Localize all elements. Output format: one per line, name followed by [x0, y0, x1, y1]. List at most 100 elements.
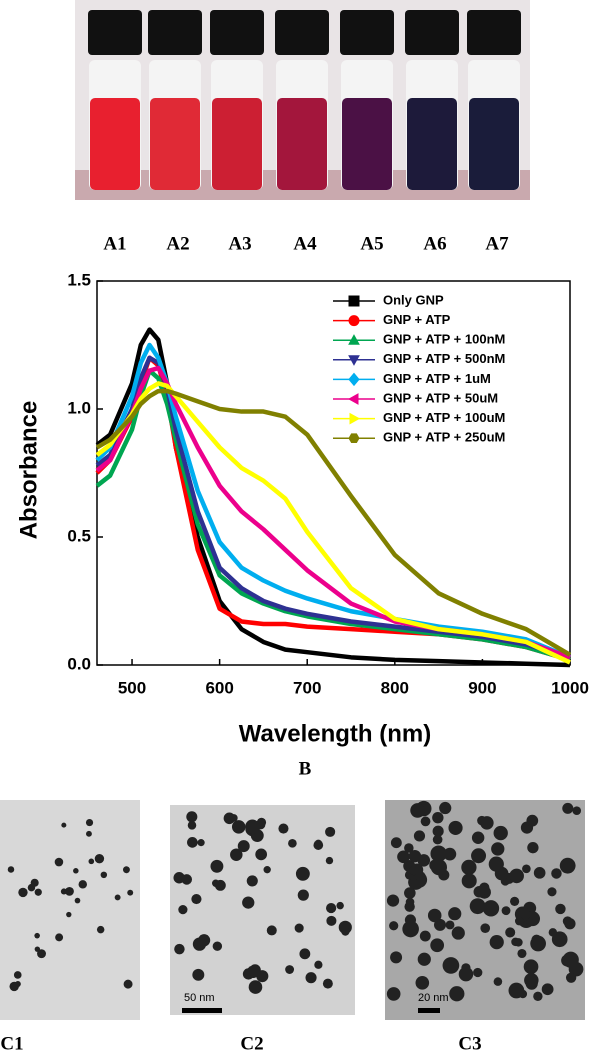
particle	[237, 840, 250, 853]
vial-photo	[75, 0, 530, 200]
particle	[390, 951, 403, 964]
particle	[541, 983, 554, 996]
particle	[518, 989, 528, 999]
particle	[297, 889, 309, 901]
particle	[501, 906, 511, 916]
panel-label: C3	[458, 1033, 481, 1054]
particle	[114, 894, 121, 901]
particle	[493, 977, 503, 986]
series-line	[95, 381, 571, 665]
vial-cap	[88, 10, 142, 55]
particle	[186, 811, 198, 823]
particle	[533, 991, 543, 1002]
particle	[390, 837, 402, 849]
x-tick-label: 600	[205, 678, 233, 697]
particle	[73, 868, 79, 874]
particle	[37, 949, 46, 959]
legend-label: GNP + ATP + 1uM	[383, 371, 491, 386]
particle	[74, 897, 81, 904]
particle	[523, 959, 539, 975]
particle	[181, 874, 193, 885]
particle	[94, 853, 105, 864]
vial-cap	[340, 10, 394, 55]
legend-marker	[348, 295, 360, 307]
particle	[96, 925, 105, 934]
particle	[231, 820, 246, 834]
particle	[448, 907, 462, 921]
particle	[294, 923, 304, 933]
particle	[565, 972, 577, 983]
particle	[517, 948, 527, 959]
particle	[551, 868, 562, 879]
particle	[65, 886, 74, 896]
x-tick-label: 900	[468, 678, 496, 697]
particle	[417, 854, 431, 867]
particle	[288, 839, 297, 848]
particle	[562, 916, 573, 926]
particle	[326, 902, 337, 914]
particle	[480, 923, 491, 934]
scale-bar-label: 20 nm	[418, 992, 449, 1004]
particle	[493, 825, 508, 841]
particle	[461, 859, 477, 875]
particle	[7, 866, 15, 873]
series-line	[95, 388, 572, 657]
particle	[18, 887, 28, 898]
particle	[469, 898, 486, 915]
vial-liquid	[342, 98, 392, 190]
particle	[477, 815, 487, 826]
particle	[509, 868, 524, 884]
particle	[473, 967, 483, 978]
particle	[88, 858, 95, 865]
particle	[524, 972, 539, 988]
legend-marker	[348, 315, 360, 327]
particle	[305, 972, 317, 984]
legend-label: GNP + ATP + 500nM	[383, 351, 505, 366]
x-axis-title: Wavelength (nm)	[239, 720, 431, 747]
particle	[413, 830, 426, 842]
particle	[482, 900, 500, 917]
particle	[178, 905, 188, 915]
particle	[197, 839, 205, 847]
vial-label: A2	[166, 233, 189, 254]
particle	[526, 814, 539, 827]
vial-liquid	[212, 98, 262, 190]
vial-cap	[148, 10, 202, 55]
vial-label: A7	[485, 233, 509, 254]
particle	[336, 901, 344, 910]
y-tick-label: 1.5	[67, 270, 91, 289]
particle	[505, 927, 516, 938]
particle	[127, 889, 134, 896]
particle	[299, 948, 311, 960]
particle	[255, 848, 268, 861]
legend-label: GNP + ATP + 250uM	[383, 430, 505, 445]
series-line	[95, 355, 571, 660]
particle	[572, 806, 582, 815]
particle	[471, 848, 487, 864]
particle	[192, 937, 207, 951]
particle	[533, 866, 546, 879]
particle	[448, 820, 463, 835]
particle	[548, 928, 558, 937]
particle	[451, 926, 465, 940]
y-tick-label: 0.5	[67, 526, 91, 545]
vial-label: A5	[360, 233, 383, 254]
vial-cap	[275, 10, 329, 55]
particle	[432, 825, 444, 837]
particle	[386, 894, 400, 907]
particle	[14, 981, 21, 987]
x-tick-label: 1000	[551, 678, 589, 697]
particle	[66, 911, 72, 918]
particle	[427, 908, 442, 923]
particle	[230, 814, 238, 822]
particle	[295, 866, 310, 881]
particle	[85, 818, 94, 827]
particle	[510, 896, 520, 906]
particle	[432, 834, 443, 845]
particle	[419, 930, 431, 942]
particle	[187, 837, 198, 848]
particle	[402, 920, 419, 938]
particle	[439, 801, 452, 815]
particle	[325, 856, 334, 865]
particle	[415, 976, 430, 990]
